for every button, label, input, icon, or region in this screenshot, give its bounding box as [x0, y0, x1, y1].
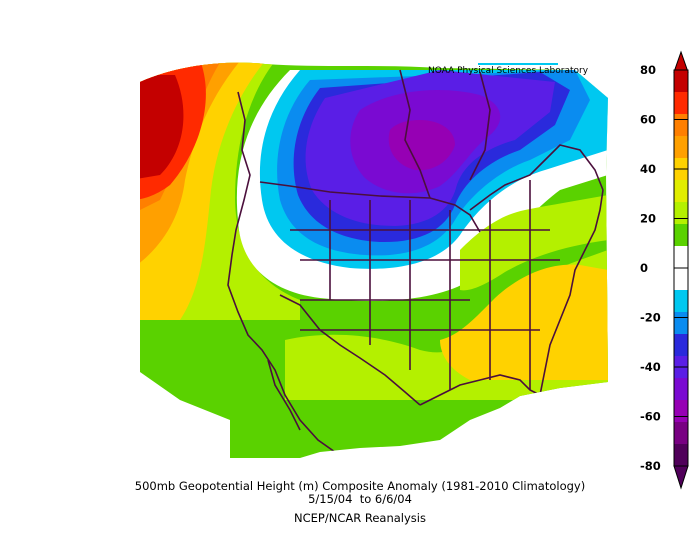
colorbar-cell — [674, 290, 688, 313]
colorbar-cell — [674, 312, 688, 335]
canada-province-line — [399, 69, 431, 199]
caption-source: NCEP/NCAR Reanalysis — [294, 511, 426, 525]
anomaly-field — [140, 62, 608, 458]
colorbar-cell — [674, 422, 688, 445]
colorbar-cell — [674, 202, 688, 225]
hudson-bay-outline — [469, 71, 491, 181]
colorbar-cell — [674, 136, 688, 159]
colorbar-cell — [674, 378, 688, 401]
colorbar-cell — [674, 444, 688, 467]
caption-title: 500mb Geopotential Height (m) Composite … — [134, 479, 586, 493]
colorbar-tick-label: -20 — [640, 311, 661, 325]
band-minus-60 — [388, 120, 455, 171]
colorbar-tick-label: -40 — [640, 360, 661, 374]
west-coastline — [227, 91, 351, 457]
colorbar-cell — [674, 334, 688, 357]
colorbar-top-arrow — [673, 50, 689, 73]
baja-coast — [267, 359, 301, 431]
band-40-east — [440, 264, 608, 380]
colorbar-tick-label: 0 — [640, 261, 648, 275]
band-80-west — [140, 75, 184, 180]
caption-dates: 5/15/04 to 6/6/04 — [308, 492, 412, 506]
credit-underline — [478, 63, 558, 65]
colorbar-tick-label: -80 — [640, 459, 661, 473]
colorbar-tick-labels: 80 60 40 20 0 -20 -40 -60 -80 — [640, 63, 688, 473]
atlantic-coast — [539, 189, 604, 396]
colorbar-cell — [674, 180, 688, 203]
colorbar-tick-label: 60 — [640, 113, 656, 127]
colorbar-tick-label: 20 — [640, 212, 656, 226]
colorbar-tick-label: 40 — [640, 162, 656, 176]
colorbar-cell — [674, 400, 688, 423]
us-mexico-border — [279, 294, 421, 406]
great-lakes-region — [469, 144, 604, 211]
colorbar-tick-label: -60 — [640, 410, 661, 424]
colorbar-tick-label: 80 — [640, 63, 656, 77]
colorbar-cell — [674, 246, 688, 269]
colorbar: 80 60 40 20 0 -20 -40 -60 -80 — [640, 50, 689, 490]
colorbar-cell — [674, 92, 688, 115]
colorbar-bottom-arrow — [673, 465, 689, 490]
figure-caption: 500mb Geopotential Height (m) Composite … — [90, 480, 630, 525]
credit-label: NOAA Physical Sciences Laboratory — [428, 66, 589, 76]
colorbar-cell — [674, 268, 688, 291]
colorbar-cell — [674, 224, 688, 247]
us-canada-border — [259, 181, 481, 233]
colorbar-cell — [674, 70, 688, 93]
boundaries — [227, 69, 604, 457]
colorbar-cell — [674, 114, 688, 137]
band-30-east — [460, 195, 608, 291]
